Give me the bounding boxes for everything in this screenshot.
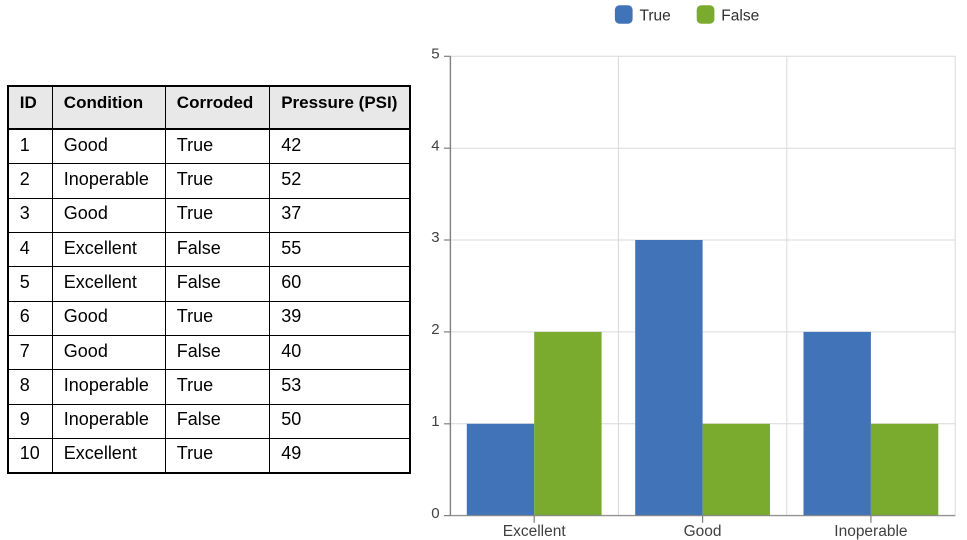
svg-text:5: 5 [431,46,439,63]
svg-text:Excellent: Excellent [503,523,567,540]
svg-text:Inoperable: Inoperable [834,523,907,540]
svg-text:2: 2 [431,321,439,338]
svg-text:Good: Good [684,523,722,540]
svg-text:4: 4 [431,137,439,154]
svg-text:True: True [640,8,671,25]
svg-text:0: 0 [431,505,439,522]
svg-text:3: 3 [431,229,439,246]
svg-text:1: 1 [431,413,439,430]
svg-text:False: False [721,8,759,25]
